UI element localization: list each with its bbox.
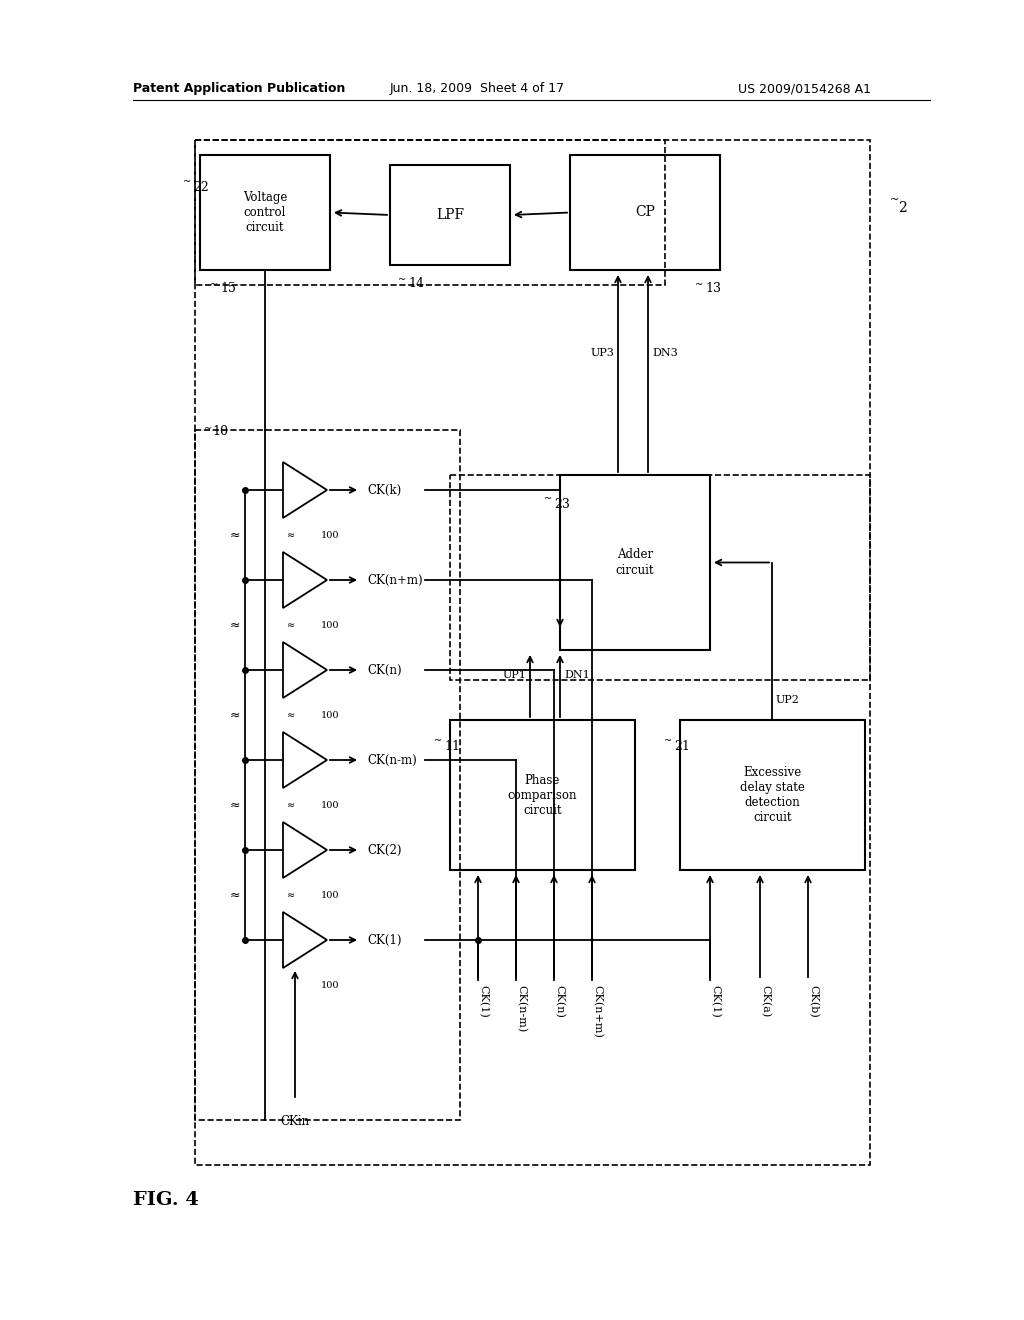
Text: ≈: ≈ <box>229 619 241 631</box>
Text: ≈: ≈ <box>287 531 295 540</box>
Text: LPF: LPF <box>436 209 464 222</box>
Text: CK(1): CK(1) <box>367 933 401 946</box>
Text: 23: 23 <box>554 498 570 511</box>
Text: 100: 100 <box>321 800 339 809</box>
Text: ~: ~ <box>664 737 672 746</box>
Text: 21: 21 <box>674 741 690 752</box>
Text: ~: ~ <box>398 275 407 285</box>
Text: CP: CP <box>635 206 655 219</box>
Bar <box>195 140 665 285</box>
Text: Voltage
control
circuit: Voltage control circuit <box>243 191 287 234</box>
Bar <box>195 430 460 1119</box>
Text: 100: 100 <box>321 620 339 630</box>
Text: ~: ~ <box>695 280 703 290</box>
Text: CK(b): CK(b) <box>808 985 818 1018</box>
Text: 100: 100 <box>321 531 339 540</box>
Text: 13: 13 <box>705 282 721 294</box>
Text: ≈: ≈ <box>229 888 241 902</box>
Text: CK(a): CK(a) <box>760 985 770 1018</box>
Text: CK(n+m): CK(n+m) <box>367 573 423 586</box>
Text: CK(n-m): CK(n-m) <box>367 754 417 767</box>
Text: DN3: DN3 <box>652 347 678 358</box>
Bar <box>560 475 710 649</box>
Text: CK(1): CK(1) <box>478 985 488 1018</box>
Text: CK(n+m): CK(n+m) <box>592 985 602 1038</box>
Bar <box>200 154 330 271</box>
Text: ~: ~ <box>183 177 191 187</box>
Text: 100: 100 <box>321 710 339 719</box>
Text: Patent Application Publication: Patent Application Publication <box>133 82 345 95</box>
Text: ≈: ≈ <box>287 710 295 719</box>
Text: ~: ~ <box>210 280 218 290</box>
Text: ≈: ≈ <box>229 528 241 541</box>
Text: 14: 14 <box>408 277 424 290</box>
Text: CK(n): CK(n) <box>554 985 564 1018</box>
Bar <box>450 719 635 870</box>
Text: CK(n-m): CK(n-m) <box>516 985 526 1032</box>
Text: ~: ~ <box>434 737 442 746</box>
Text: DN1: DN1 <box>564 671 590 680</box>
Text: Jun. 18, 2009  Sheet 4 of 17: Jun. 18, 2009 Sheet 4 of 17 <box>390 82 565 95</box>
Text: ~: ~ <box>544 494 552 504</box>
Text: ≈: ≈ <box>287 620 295 630</box>
Text: Phase
comparison
circuit: Phase comparison circuit <box>508 774 578 817</box>
Text: UP2: UP2 <box>776 696 800 705</box>
Text: UP1: UP1 <box>502 671 526 680</box>
Bar <box>570 154 720 271</box>
Bar <box>680 719 865 870</box>
Bar <box>390 165 510 265</box>
Text: 2: 2 <box>898 201 906 215</box>
Text: ~: ~ <box>890 195 899 205</box>
Text: CKin: CKin <box>281 1115 309 1129</box>
Text: CK(k): CK(k) <box>367 483 401 496</box>
Text: 15: 15 <box>220 282 236 294</box>
Text: CK(1): CK(1) <box>710 985 720 1018</box>
Text: ≈: ≈ <box>287 890 295 900</box>
Text: 100: 100 <box>321 981 339 990</box>
Text: 10: 10 <box>212 425 228 438</box>
Text: ≈: ≈ <box>229 709 241 722</box>
Bar <box>195 140 870 1166</box>
Text: ≈: ≈ <box>229 799 241 812</box>
Text: FIG. 4: FIG. 4 <box>133 1191 199 1209</box>
Bar <box>450 475 870 680</box>
Text: ~: ~ <box>204 424 212 434</box>
Text: Adder
circuit: Adder circuit <box>615 549 654 577</box>
Text: CK(2): CK(2) <box>367 843 401 857</box>
Text: US 2009/0154268 A1: US 2009/0154268 A1 <box>738 82 871 95</box>
Text: CK(n): CK(n) <box>367 664 401 676</box>
Text: Excessive
delay state
detection
circuit: Excessive delay state detection circuit <box>740 766 805 824</box>
Text: ≈: ≈ <box>287 800 295 810</box>
Text: UP3: UP3 <box>590 347 614 358</box>
Text: 22: 22 <box>193 181 209 194</box>
Text: 100: 100 <box>321 891 339 899</box>
Text: 11: 11 <box>444 741 460 752</box>
